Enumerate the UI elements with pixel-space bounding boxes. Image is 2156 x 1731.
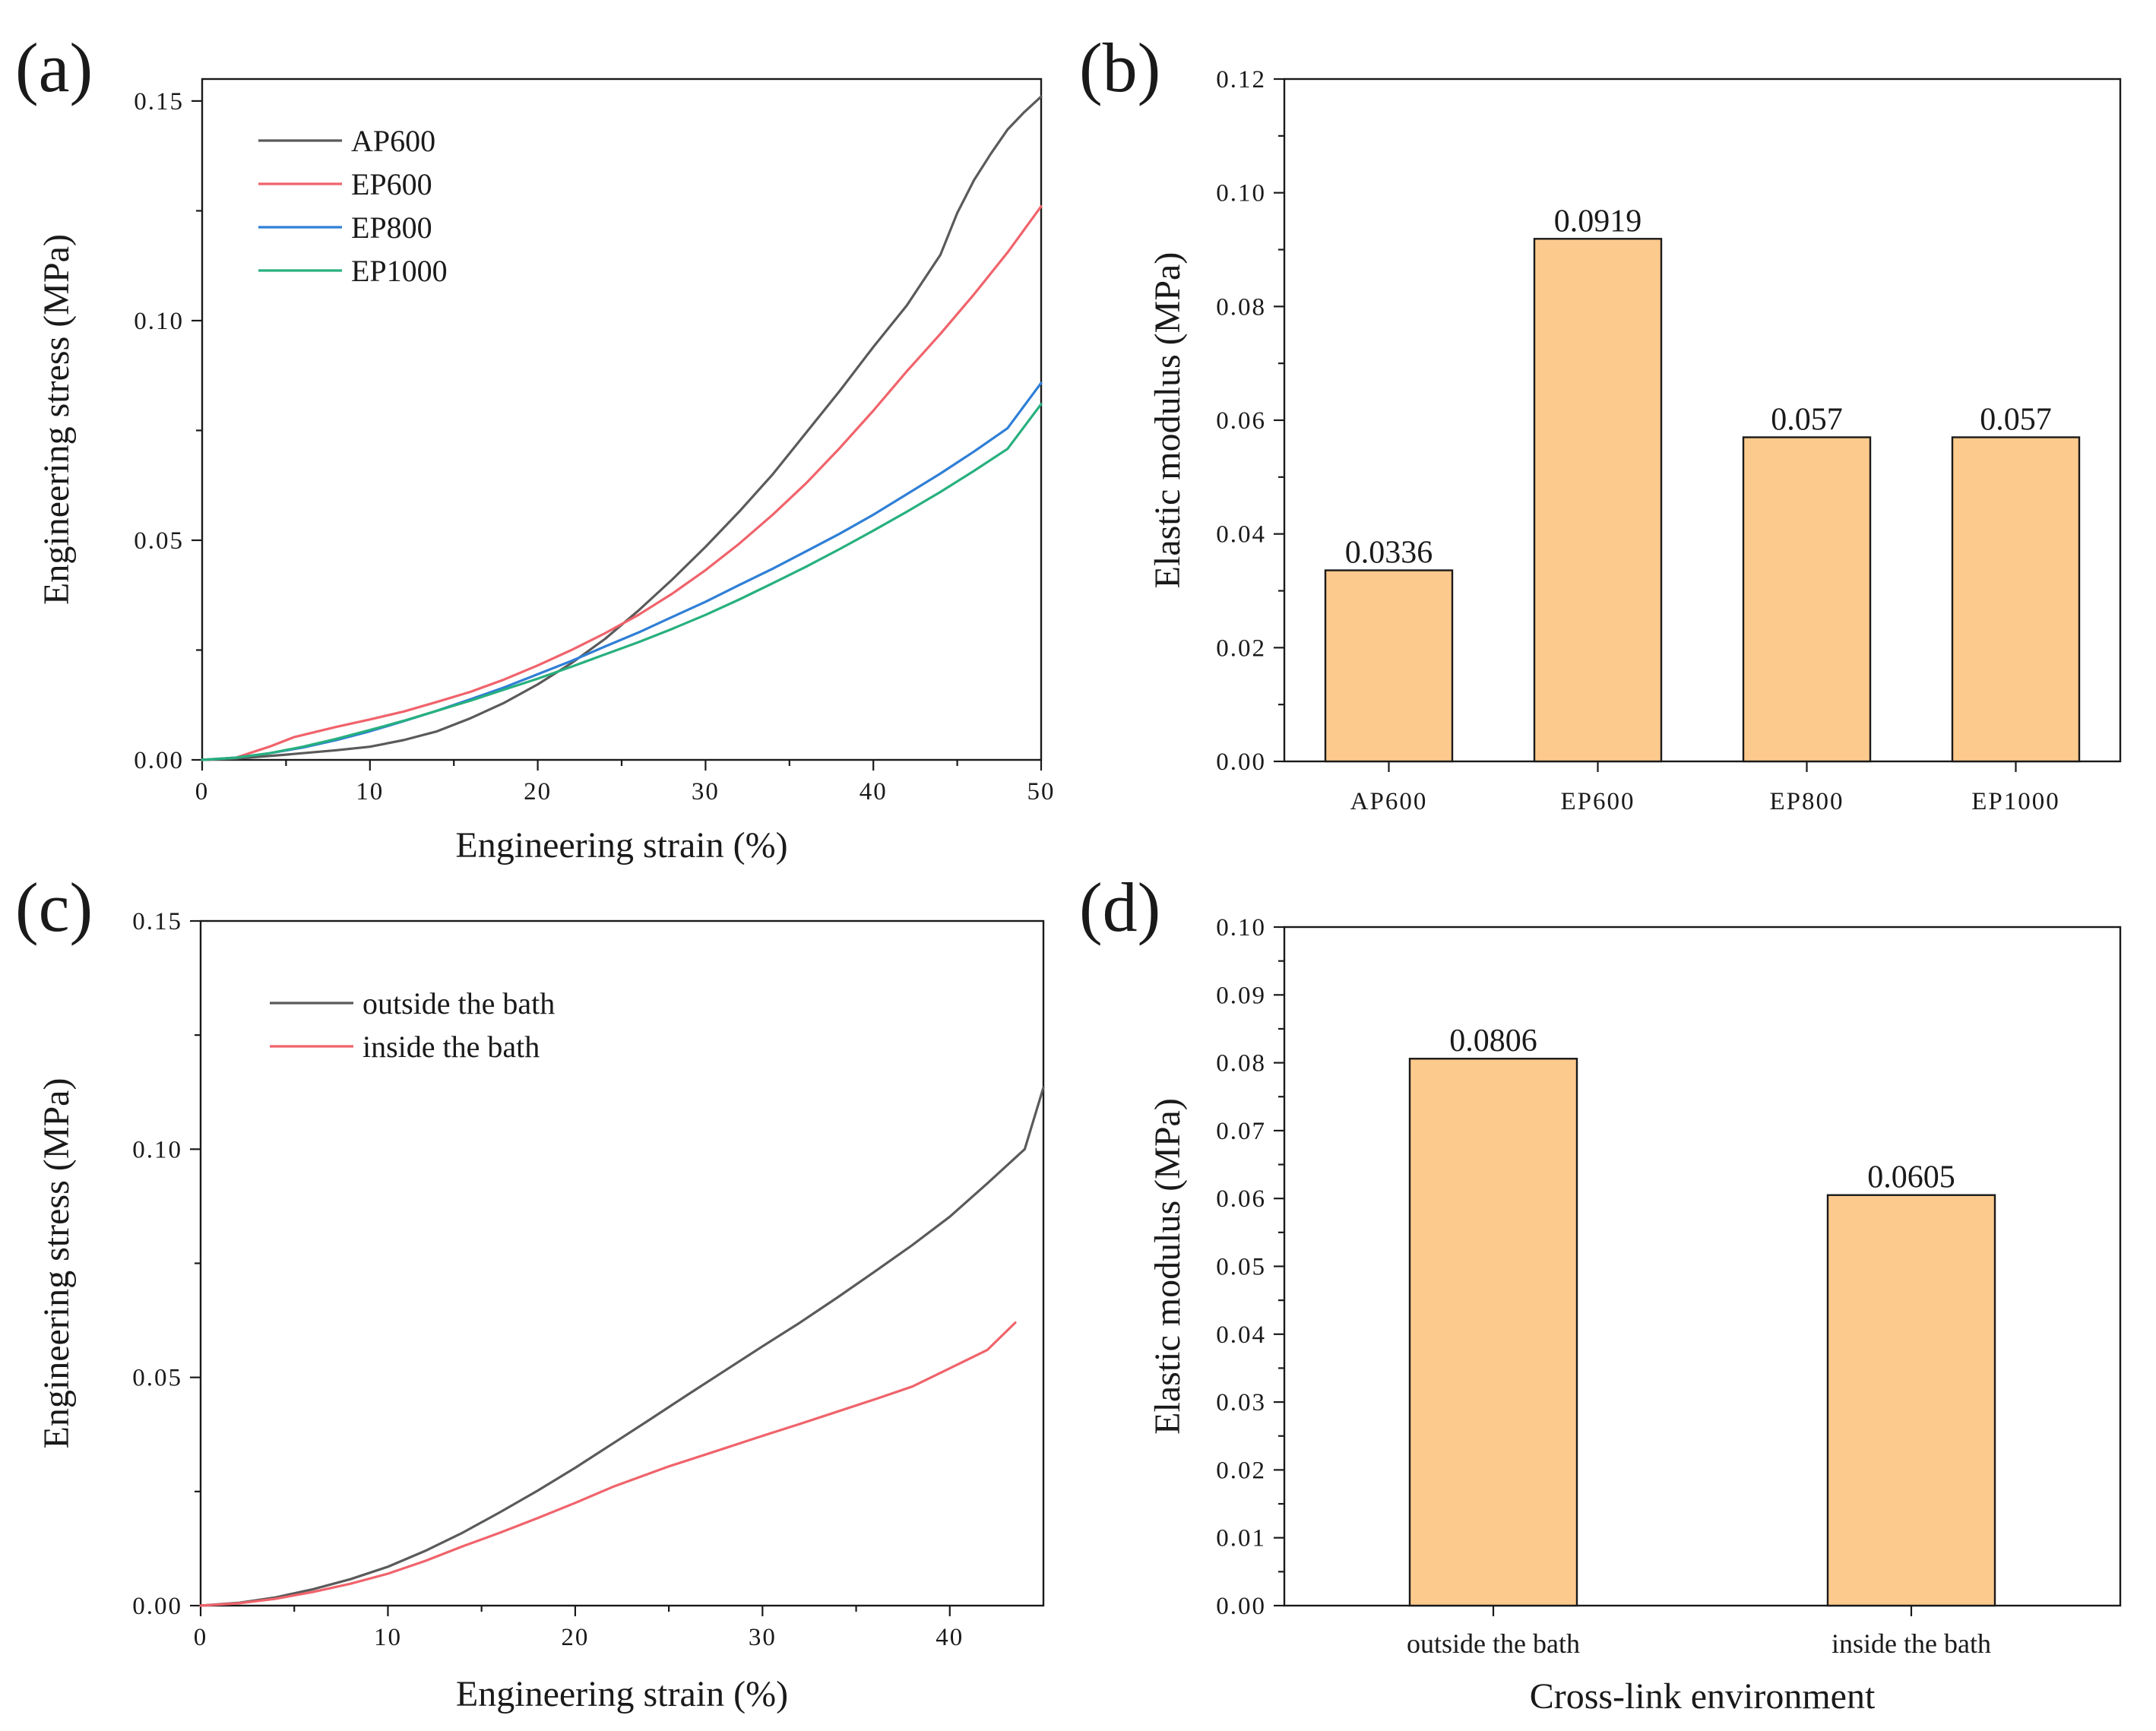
x-tick-label-c: 10 bbox=[374, 1624, 402, 1651]
y-tick-label-d: 0.09 bbox=[1216, 982, 1266, 1009]
legend-label-ep800: EP800 bbox=[351, 210, 432, 245]
panel-label-d: (d) bbox=[1079, 869, 1160, 946]
bar-outside-the-bath bbox=[1408, 1058, 1578, 1607]
x-tick-label-c: 20 bbox=[561, 1624, 589, 1651]
panel-c: (c) Engineering stress (MPa) Engineering s… bbox=[15, 869, 1045, 1714]
bar-value-label-inside-the-bath: 0.0605 bbox=[1867, 1160, 1955, 1195]
legend-label-ep600: EP600 bbox=[351, 167, 432, 201]
y-tick-label-a: 0.10 bbox=[134, 308, 184, 335]
y-axis-title-c: Engineering stress (MPa) bbox=[36, 1078, 77, 1449]
y-tick-label-b: 0.02 bbox=[1216, 634, 1266, 662]
category-label-ep1000: EP1000 bbox=[1971, 788, 2060, 815]
y-tick-label-b: 0.06 bbox=[1216, 407, 1266, 435]
x-tick-label-c: 0 bbox=[194, 1624, 208, 1651]
x-axis-title-d: Cross-link environment bbox=[1530, 1676, 1876, 1717]
bar-inside-the-bath bbox=[1826, 1194, 1996, 1607]
y-tick-label-d: 0.01 bbox=[1216, 1525, 1266, 1552]
series-line-outside-the-bath bbox=[199, 1086, 1045, 1607]
y-tick-label-d: 0.02 bbox=[1216, 1457, 1266, 1484]
category-label-outside-the-bath: outside the bath bbox=[1407, 1628, 1580, 1659]
panel-label-a: (a) bbox=[15, 29, 93, 106]
legend-label-outside-the-bath: outside the bath bbox=[362, 986, 555, 1021]
plot-frame-a bbox=[201, 78, 1043, 761]
bar-ep1000 bbox=[1951, 436, 2081, 763]
y-tick-label-d: 0.10 bbox=[1216, 914, 1266, 941]
x-axis-title-a: Engineering strain (%) bbox=[455, 825, 787, 866]
y-tick-label-c: 0.10 bbox=[132, 1136, 182, 1163]
x-tick-label-a: 20 bbox=[524, 778, 552, 805]
legend-label-ep1000: EP1000 bbox=[351, 254, 448, 288]
bar-ep600 bbox=[1533, 238, 1663, 763]
x-tick-label-a: 50 bbox=[1027, 778, 1056, 805]
bar-value-label-ep800: 0.057 bbox=[1771, 402, 1843, 437]
y-axis-title-d: Elastic modulus (MPa) bbox=[1148, 1098, 1188, 1435]
x-tick-label-a: 0 bbox=[195, 778, 210, 805]
y-axis-title-a: Engineering stress (MPa) bbox=[36, 234, 77, 605]
x-axis-title-c: Engineering strain (%) bbox=[456, 1674, 788, 1714]
bar-ep800 bbox=[1742, 436, 1872, 763]
y-tick-label-b: 0.04 bbox=[1216, 521, 1266, 549]
y-tick-label-b: 0.10 bbox=[1216, 180, 1266, 207]
bar-ap600 bbox=[1324, 569, 1454, 763]
x-tick-label-a: 40 bbox=[860, 778, 888, 805]
category-label-ap600: AP600 bbox=[1350, 788, 1428, 815]
y-tick-label-b: 0.12 bbox=[1216, 66, 1266, 93]
series-line-ep600 bbox=[201, 205, 1043, 761]
panel-d: (d) Elastic modulus (MPa) Cross-link envir… bbox=[1079, 869, 2122, 1717]
bar-value-label-ep1000: 0.057 bbox=[1980, 402, 2052, 437]
legend-label-ap600: AP600 bbox=[351, 124, 435, 158]
y-tick-label-a: 0.00 bbox=[134, 747, 184, 774]
category-label-ep600: EP600 bbox=[1560, 788, 1635, 815]
series-line-ep800 bbox=[201, 381, 1043, 761]
y-tick-label-d: 0.05 bbox=[1216, 1254, 1266, 1281]
x-tick-label-a: 10 bbox=[356, 778, 384, 805]
y-tick-label-a: 0.15 bbox=[134, 88, 184, 116]
series-line-ap600 bbox=[201, 95, 1043, 761]
x-tick-label-c: 40 bbox=[936, 1624, 964, 1651]
bar-value-label-ap600: 0.0336 bbox=[1345, 536, 1433, 571]
legend-label-inside-the-bath: inside the bath bbox=[362, 1030, 540, 1064]
y-tick-label-d: 0.06 bbox=[1216, 1185, 1266, 1213]
series-line-ep1000 bbox=[201, 403, 1043, 761]
panel-b: (b) Elastic modulus (MPa) 0.00 0.02 0.04 0.06… bbox=[1079, 29, 2122, 815]
series-line-inside-the-bath bbox=[199, 1321, 1017, 1607]
y-tick-label-d: 0.04 bbox=[1216, 1321, 1266, 1349]
y-tick-label-d: 0.03 bbox=[1216, 1389, 1266, 1416]
panel-label-b: (b) bbox=[1079, 29, 1160, 106]
bar-value-label-ep600: 0.0919 bbox=[1554, 204, 1642, 239]
bar-value-label-outside-the-bath: 0.0806 bbox=[1449, 1024, 1537, 1059]
category-label-inside-the-bath: inside the bath bbox=[1831, 1628, 1991, 1659]
panel-a: (a) Engineering stress (MPa) Engineering s… bbox=[15, 29, 1056, 866]
category-label-ep800: EP800 bbox=[1769, 788, 1844, 815]
plot-frame-c bbox=[199, 919, 1045, 1607]
y-tick-label-b: 0.00 bbox=[1216, 748, 1266, 776]
y-tick-label-c: 0.15 bbox=[132, 908, 182, 935]
x-tick-label-c: 30 bbox=[749, 1624, 777, 1651]
y-tick-label-b: 0.08 bbox=[1216, 293, 1266, 321]
y-tick-label-d: 0.08 bbox=[1216, 1050, 1266, 1078]
y-tick-label-d: 0.00 bbox=[1216, 1593, 1266, 1620]
panel-label-c: (c) bbox=[15, 869, 93, 946]
y-tick-label-c: 0.00 bbox=[132, 1593, 182, 1620]
y-tick-label-d: 0.07 bbox=[1216, 1118, 1266, 1145]
y-tick-label-a: 0.05 bbox=[134, 527, 184, 555]
y-axis-title-b: Elastic modulus (MPa) bbox=[1148, 252, 1188, 589]
x-tick-label-a: 30 bbox=[692, 778, 720, 805]
y-tick-label-c: 0.05 bbox=[132, 1365, 182, 1392]
